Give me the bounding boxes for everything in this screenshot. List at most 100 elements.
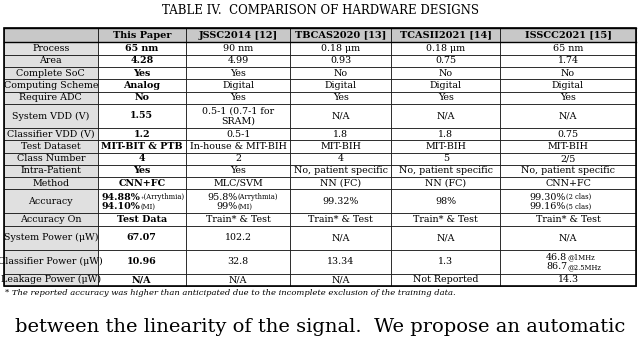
Bar bbox=[500, 165, 636, 177]
Text: TCASII2021 [14]: TCASII2021 [14] bbox=[400, 31, 492, 40]
Bar bbox=[392, 213, 500, 226]
Text: Test Dataset: Test Dataset bbox=[21, 142, 81, 151]
Bar bbox=[392, 226, 500, 250]
Bar bbox=[500, 128, 636, 140]
Bar bbox=[186, 128, 291, 140]
Bar bbox=[291, 92, 392, 104]
Text: Require ADC: Require ADC bbox=[19, 93, 82, 102]
Text: between the linearity of the signal.  We propose an automatic: between the linearity of the signal. We … bbox=[15, 318, 625, 336]
Text: This Paper: This Paper bbox=[113, 31, 171, 40]
Text: 1.2: 1.2 bbox=[134, 130, 150, 139]
Bar bbox=[186, 104, 291, 128]
Bar bbox=[186, 213, 291, 226]
Bar bbox=[500, 274, 636, 286]
Bar bbox=[4, 28, 97, 43]
Bar bbox=[500, 140, 636, 153]
Text: Computing Scheme: Computing Scheme bbox=[3, 81, 98, 90]
Bar bbox=[97, 104, 186, 128]
Bar bbox=[4, 128, 97, 140]
Bar bbox=[97, 153, 186, 165]
Text: 1.3: 1.3 bbox=[438, 257, 453, 266]
Bar bbox=[186, 250, 291, 274]
Bar bbox=[97, 128, 186, 140]
Bar bbox=[291, 165, 392, 177]
Text: 1.8: 1.8 bbox=[438, 130, 453, 139]
Text: Test Data: Test Data bbox=[116, 215, 167, 224]
Bar bbox=[97, 226, 186, 250]
Text: 13.34: 13.34 bbox=[327, 257, 355, 266]
Bar bbox=[500, 177, 636, 190]
Bar bbox=[291, 43, 392, 55]
Bar bbox=[97, 177, 186, 190]
Text: Accuracy: Accuracy bbox=[28, 197, 73, 206]
Text: N/A: N/A bbox=[559, 111, 577, 120]
Text: Process: Process bbox=[32, 44, 70, 53]
Text: Yes: Yes bbox=[133, 166, 150, 175]
Text: ISSCC2021 [15]: ISSCC2021 [15] bbox=[525, 31, 612, 40]
Text: Yes: Yes bbox=[133, 69, 150, 78]
Bar bbox=[392, 67, 500, 79]
Bar bbox=[392, 43, 500, 55]
Text: N/A: N/A bbox=[436, 233, 455, 242]
Bar bbox=[392, 104, 500, 128]
Text: No: No bbox=[134, 93, 149, 102]
Bar bbox=[291, 250, 392, 274]
Text: CNN+FC: CNN+FC bbox=[545, 179, 591, 188]
Text: 4.28: 4.28 bbox=[130, 56, 154, 65]
Text: 67.07: 67.07 bbox=[127, 233, 157, 242]
Text: Method: Method bbox=[32, 179, 69, 188]
Text: Yes: Yes bbox=[230, 69, 246, 78]
Text: MIT-BIT & PTB: MIT-BIT & PTB bbox=[101, 142, 182, 151]
Text: 4: 4 bbox=[138, 154, 145, 163]
Text: 65 nm: 65 nm bbox=[125, 44, 159, 53]
Text: 46.8: 46.8 bbox=[546, 253, 567, 262]
Text: (2 clas): (2 clas) bbox=[566, 193, 591, 201]
Bar bbox=[392, 55, 500, 67]
Text: Yes: Yes bbox=[438, 93, 454, 102]
Text: Not Reported: Not Reported bbox=[413, 275, 479, 284]
Bar bbox=[392, 128, 500, 140]
Text: 5: 5 bbox=[443, 154, 449, 163]
Bar bbox=[392, 250, 500, 274]
Bar bbox=[186, 274, 291, 286]
Text: Accuracy On: Accuracy On bbox=[20, 215, 81, 224]
Bar bbox=[291, 67, 392, 79]
Bar bbox=[500, 79, 636, 92]
Text: MIT-BIH: MIT-BIH bbox=[426, 142, 466, 151]
Text: Yes: Yes bbox=[230, 93, 246, 102]
Text: 99.16%: 99.16% bbox=[530, 202, 566, 211]
Text: 94.88%: 94.88% bbox=[102, 193, 141, 202]
Text: 0.18 μm: 0.18 μm bbox=[426, 44, 465, 53]
Bar bbox=[291, 128, 392, 140]
Text: (Arrythmia): (Arrythmia) bbox=[237, 193, 278, 201]
Text: Intra-Patient: Intra-Patient bbox=[20, 166, 81, 175]
Text: Leakage Power (μW): Leakage Power (μW) bbox=[1, 275, 101, 284]
Bar bbox=[500, 226, 636, 250]
Text: Train* & Test: Train* & Test bbox=[308, 215, 373, 224]
Text: N/A: N/A bbox=[332, 275, 350, 284]
Text: TBCAS2020 [13]: TBCAS2020 [13] bbox=[295, 31, 387, 40]
Text: Area: Area bbox=[40, 56, 62, 65]
Text: 90 nm: 90 nm bbox=[223, 44, 253, 53]
Bar bbox=[392, 274, 500, 286]
Text: TABLE IV.  COMPARISON OF HARDWARE DESIGNS: TABLE IV. COMPARISON OF HARDWARE DESIGNS bbox=[161, 4, 479, 17]
Text: 102.2: 102.2 bbox=[225, 233, 252, 242]
Bar bbox=[4, 79, 97, 92]
Text: (MI): (MI) bbox=[237, 203, 252, 211]
Bar bbox=[500, 213, 636, 226]
Bar bbox=[97, 213, 186, 226]
Bar bbox=[392, 79, 500, 92]
Bar bbox=[392, 165, 500, 177]
Text: 2/5: 2/5 bbox=[561, 154, 576, 163]
Bar bbox=[291, 177, 392, 190]
Text: 95.8%: 95.8% bbox=[207, 193, 237, 202]
Text: System Power (μW): System Power (μW) bbox=[3, 233, 98, 242]
Bar bbox=[500, 190, 636, 213]
Bar bbox=[97, 92, 186, 104]
Text: 2: 2 bbox=[235, 154, 241, 163]
Text: No: No bbox=[561, 69, 575, 78]
Text: 1.55: 1.55 bbox=[131, 111, 153, 120]
Text: No, patient specific: No, patient specific bbox=[294, 166, 388, 175]
Bar bbox=[500, 153, 636, 165]
Text: MIT-BIH: MIT-BIH bbox=[548, 142, 589, 151]
